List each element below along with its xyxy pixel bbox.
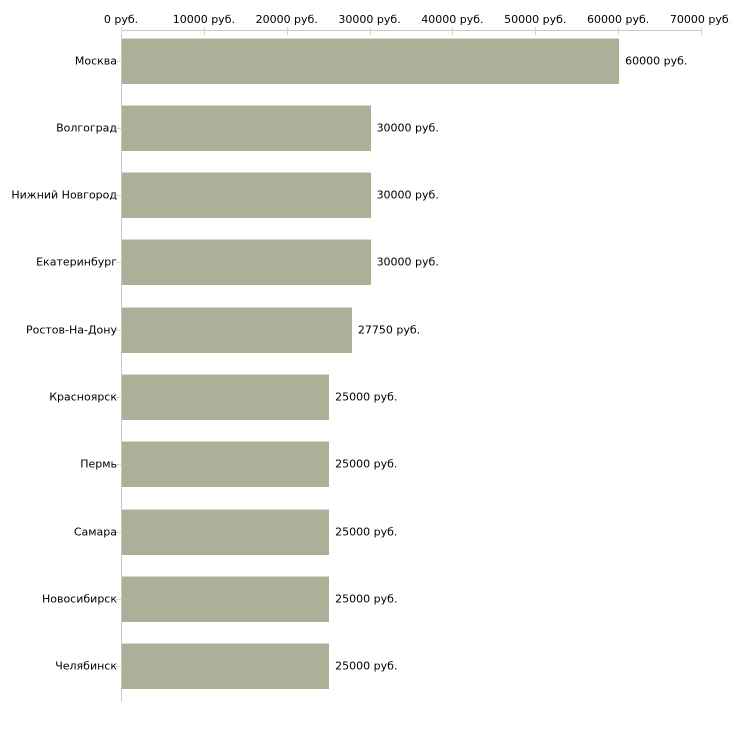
y-axis-tick <box>116 666 121 668</box>
y-axis-tick <box>116 127 121 129</box>
category-label: Пермь <box>80 457 117 471</box>
value-label: 27750 руб. <box>357 323 421 337</box>
value-label: 25000 руб. <box>335 457 398 471</box>
category-label: Волгоград <box>56 121 117 135</box>
category-label: Екатеринбург <box>36 255 117 269</box>
x-axis-tick <box>286 27 288 35</box>
category-label: Челябинск <box>55 659 117 673</box>
x-axis-tick-label: 20000 руб. <box>255 13 318 26</box>
x-axis-line <box>121 30 702 31</box>
y-axis-tick <box>116 60 121 62</box>
value-label: 30000 руб. <box>376 188 439 202</box>
bar <box>122 306 352 353</box>
value-label: 30000 руб. <box>376 255 439 269</box>
bar <box>122 239 371 286</box>
x-axis-tick <box>369 27 371 35</box>
x-axis-tick <box>203 27 205 35</box>
bar <box>122 441 330 488</box>
value-label: 25000 руб. <box>335 525 398 539</box>
x-axis-tick <box>701 27 702 35</box>
y-axis-line <box>121 30 122 702</box>
x-axis-tick-label: 30000 руб. <box>338 13 401 26</box>
value-label: 25000 руб. <box>335 592 398 606</box>
x-axis-tick <box>535 27 537 35</box>
x-axis-tick <box>121 27 122 35</box>
category-label: Ростов-На-Дону <box>25 323 117 337</box>
value-label: 60000 руб. <box>625 54 688 67</box>
bar <box>122 104 371 151</box>
bar <box>122 575 330 622</box>
bar <box>122 37 620 84</box>
category-label: Самара <box>73 525 117 539</box>
x-axis-tick-label: 0 руб. <box>103 13 139 26</box>
category-label: Новосибирск <box>41 592 117 606</box>
x-axis-tick-label: 60000 руб. <box>587 13 650 26</box>
bar <box>122 374 330 420</box>
bar <box>122 508 330 555</box>
bar <box>122 643 330 690</box>
y-axis-tick <box>116 329 121 331</box>
bar <box>122 172 371 219</box>
value-label: 25000 руб. <box>335 659 398 673</box>
y-axis-tick <box>116 598 121 600</box>
y-axis-tick <box>116 531 121 533</box>
y-axis-tick <box>116 195 121 197</box>
y-axis-tick <box>116 464 121 466</box>
value-label: 25000 руб. <box>335 390 398 404</box>
category-label: Красноярск <box>49 390 117 404</box>
x-axis-tick-label: 50000 руб. <box>504 13 567 26</box>
y-axis-tick <box>116 262 121 264</box>
y-axis-tick <box>116 397 121 398</box>
x-axis-tick-label: 10000 руб. <box>172 13 235 26</box>
x-axis-tick-label: 70000 руб. <box>669 13 730 26</box>
category-label: Москва <box>74 54 117 67</box>
category-label: Нижний Новгород <box>11 188 117 202</box>
x-axis-tick <box>618 27 620 35</box>
x-axis-tick <box>452 27 454 35</box>
value-label: 30000 руб. <box>376 121 439 135</box>
x-axis-tick-label: 40000 руб. <box>421 13 484 26</box>
